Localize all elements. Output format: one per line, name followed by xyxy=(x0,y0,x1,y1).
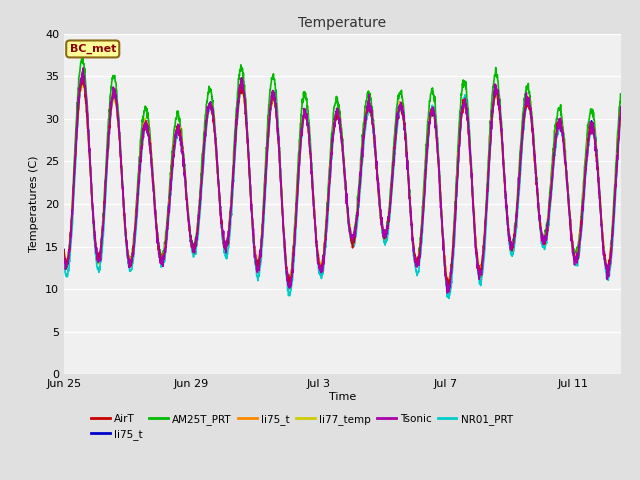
Text: BC_met: BC_met xyxy=(70,44,116,54)
Title: Temperature: Temperature xyxy=(298,16,387,30)
Y-axis label: Temperatures (C): Temperatures (C) xyxy=(29,156,40,252)
X-axis label: Time: Time xyxy=(329,392,356,402)
Legend: AirT, li75_t, AM25T_PRT, li75_t, li77_temp, Tsonic, NR01_PRT: AirT, li75_t, AM25T_PRT, li75_t, li77_te… xyxy=(92,414,513,440)
